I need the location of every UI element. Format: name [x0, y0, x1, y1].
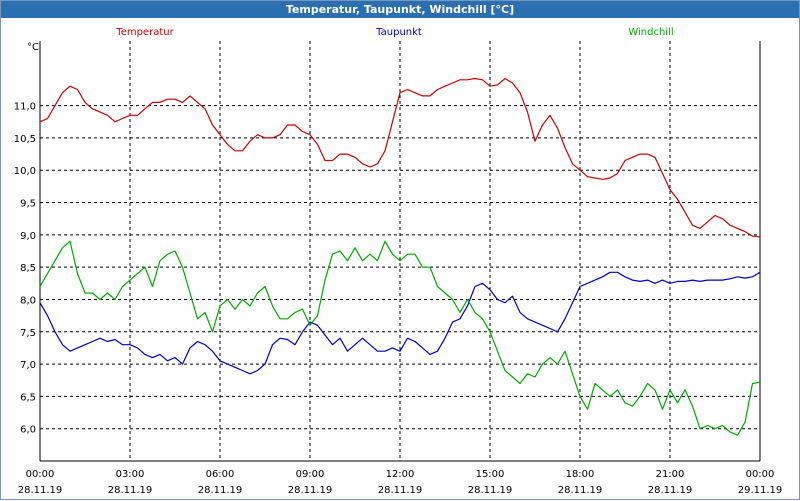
- y-axis-unit-label: °C: [27, 42, 39, 53]
- y-tick-label: 9,0: [20, 231, 36, 242]
- series-lines: [39, 77, 761, 436]
- x-tick-date: 28.11.19: [288, 485, 333, 496]
- y-tick-label: 8,5: [20, 263, 36, 274]
- legend-taupunkt: Taupunkt: [375, 27, 422, 38]
- y-tick-label: 7,5: [20, 328, 36, 339]
- x-tick-time: 06:00: [206, 469, 235, 480]
- x-tick-date: 28.11.19: [648, 485, 693, 496]
- series-line-windchill: [39, 240, 761, 436]
- legend-windchill: Windchill: [628, 27, 673, 38]
- x-tick-date: 28.11.19: [558, 485, 603, 496]
- y-tick-label: 6,0: [20, 425, 36, 436]
- x-tick-time: 12:00: [386, 469, 415, 480]
- x-tick-date: 28.11.19: [378, 485, 423, 496]
- y-tick-label: 11,0: [14, 102, 36, 113]
- x-tick-time: 21:00: [656, 469, 685, 480]
- series-line-temperatur: [39, 77, 761, 238]
- y-tick-label: 10,0: [14, 166, 36, 177]
- window-title: Temperatur, Taupunkt, Windchill [°C]: [1, 1, 799, 18]
- x-tick-date: 28.11.19: [18, 485, 63, 496]
- x-tick-time: 18:00: [566, 469, 595, 480]
- series-line-taupunkt: [39, 271, 761, 375]
- x-tick-time: 09:00: [296, 469, 325, 480]
- x-tick-time: 00:00: [26, 469, 55, 480]
- x-tick-time: 03:00: [116, 469, 145, 480]
- x-tick-date: 28.11.19: [108, 485, 153, 496]
- x-tick-date: 28.11.19: [198, 485, 243, 496]
- x-tick-date: 29.11.19: [738, 485, 783, 496]
- x-tick-labels: 00:00 28.11.19 03:00 28.11.19 06:00 28.11.19 0…: [18, 469, 783, 496]
- x-tick-time: 15:00: [476, 469, 505, 480]
- y-tick-label: 6,5: [20, 392, 36, 403]
- y-tick-labels: 6,0 6,5 7,0 7,5 8,0 8,5 9,0 9,5 10,0 10,5 11,0: [14, 102, 36, 436]
- y-tick-label: 9,5: [20, 199, 36, 210]
- x-tick-time: 00:00: [746, 469, 775, 480]
- y-tick-label: 10,5: [14, 134, 36, 145]
- y-tick-label: 7,0: [20, 360, 36, 371]
- x-tick-date: 28.11.19: [468, 485, 513, 496]
- legend-temperatur: Temperatur: [115, 27, 174, 38]
- y-tick-label: 8,0: [20, 295, 36, 306]
